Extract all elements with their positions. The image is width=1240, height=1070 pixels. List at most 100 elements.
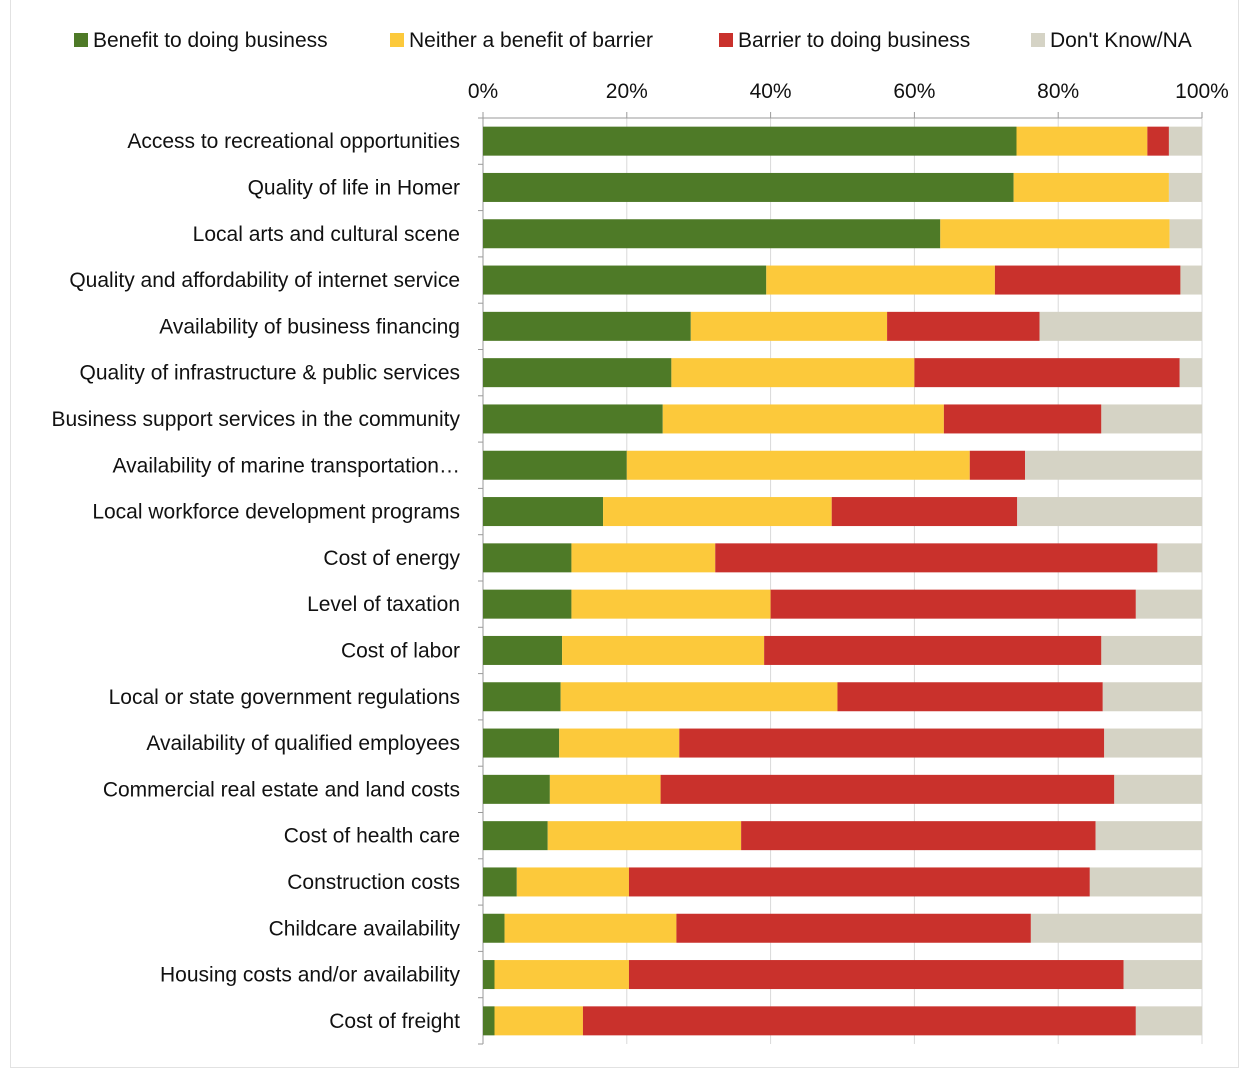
legend: Benefit to doing business Neither a benef… xyxy=(74,29,1192,52)
category-label: Quality and affordability of internet se… xyxy=(69,269,460,292)
bar-benefit-to-doing-business-6 xyxy=(483,358,672,388)
bar-barrier-to-doing-business-1 xyxy=(1147,126,1169,156)
bar-don-t-know-na-5 xyxy=(1039,311,1202,341)
bar-don-t-know-na-8 xyxy=(1025,450,1202,480)
bar-neither-a-benefit-of-barrier-10 xyxy=(571,543,716,573)
bar-don-t-know-na-13 xyxy=(1102,682,1202,712)
bar-neither-a-benefit-of-barrier-1 xyxy=(1016,126,1148,156)
bar-benefit-to-doing-business-1 xyxy=(483,126,1017,156)
bar-barrier-to-doing-business-18 xyxy=(676,913,1031,943)
bar-neither-a-benefit-of-barrier-9 xyxy=(603,497,832,527)
bar-neither-a-benefit-of-barrier-8 xyxy=(626,450,970,480)
x-tick-label-20: 20% xyxy=(606,80,648,103)
bar-barrier-to-doing-business-14 xyxy=(679,728,1105,758)
category-label: Quality of life in Homer xyxy=(248,176,460,199)
bar-neither-a-benefit-of-barrier-14 xyxy=(559,728,680,758)
legend-swatch-benefit-to-doing-business xyxy=(74,33,88,47)
category-label: Availability of business financing xyxy=(159,315,460,338)
bar-neither-a-benefit-of-barrier-15 xyxy=(549,774,661,804)
category-label: Cost of labor xyxy=(341,639,460,662)
category-label: Commercial real estate and land costs xyxy=(103,778,460,801)
bar-barrier-to-doing-business-5 xyxy=(887,311,1040,341)
bar-neither-a-benefit-of-barrier-11 xyxy=(571,589,771,619)
bar-neither-a-benefit-of-barrier-7 xyxy=(662,404,944,434)
category-label: Cost of energy xyxy=(323,547,460,570)
category-label: Business support services in the communi… xyxy=(51,408,460,431)
bar-benefit-to-doing-business-2 xyxy=(483,172,1014,202)
bar-neither-a-benefit-of-barrier-4 xyxy=(766,265,995,295)
bar-don-t-know-na-2 xyxy=(1168,172,1202,202)
bar-don-t-know-na-15 xyxy=(1114,774,1202,804)
bar-benefit-to-doing-business-16 xyxy=(483,821,548,851)
bar-benefit-to-doing-business-11 xyxy=(483,589,572,619)
bar-neither-a-benefit-of-barrier-6 xyxy=(671,358,915,388)
bar-don-t-know-na-10 xyxy=(1157,543,1202,573)
bar-benefit-to-doing-business-5 xyxy=(483,311,691,341)
bar-don-t-know-na-3 xyxy=(1169,219,1202,249)
bar-don-t-know-na-17 xyxy=(1089,867,1202,897)
bar-barrier-to-doing-business-7 xyxy=(943,404,1102,434)
bars xyxy=(483,126,1202,1036)
bar-neither-a-benefit-of-barrier-3 xyxy=(940,219,1170,249)
bar-barrier-to-doing-business-17 xyxy=(628,867,1090,897)
category-label: Construction costs xyxy=(287,871,460,894)
bar-neither-a-benefit-of-barrier-13 xyxy=(560,682,838,712)
bar-benefit-to-doing-business-19 xyxy=(483,960,495,990)
category-label: Availability of qualified employees xyxy=(146,732,460,755)
x-tick-label-80: 80% xyxy=(1037,80,1079,103)
bar-neither-a-benefit-of-barrier-20 xyxy=(494,1006,583,1036)
bar-don-t-know-na-19 xyxy=(1123,960,1202,990)
x-tick-label-60: 60% xyxy=(893,80,935,103)
bar-don-t-know-na-7 xyxy=(1101,404,1202,434)
x-tick-label-40: 40% xyxy=(750,80,792,103)
bar-neither-a-benefit-of-barrier-2 xyxy=(1013,172,1169,202)
category-label: Availability of marine transportation… xyxy=(113,454,460,477)
bar-benefit-to-doing-business-15 xyxy=(483,774,550,804)
gridlines xyxy=(482,118,1203,1044)
bar-benefit-to-doing-business-20 xyxy=(483,1006,495,1036)
bar-barrier-to-doing-business-11 xyxy=(770,589,1136,619)
bar-don-t-know-na-20 xyxy=(1135,1006,1202,1036)
bar-barrier-to-doing-business-15 xyxy=(660,774,1115,804)
bar-neither-a-benefit-of-barrier-17 xyxy=(516,867,629,897)
bar-don-t-know-na-1 xyxy=(1168,126,1202,156)
bar-benefit-to-doing-business-7 xyxy=(483,404,663,434)
legend-swatch-barrier-to-doing-business xyxy=(719,33,733,47)
bar-neither-a-benefit-of-barrier-5 xyxy=(690,311,888,341)
bar-benefit-to-doing-business-9 xyxy=(483,497,604,527)
bar-barrier-to-doing-business-9 xyxy=(831,497,1018,527)
bar-benefit-to-doing-business-17 xyxy=(483,867,517,897)
category-label: Cost of health care xyxy=(284,825,460,848)
bar-benefit-to-doing-business-8 xyxy=(483,450,627,480)
bar-benefit-to-doing-business-18 xyxy=(483,913,505,943)
y-axis: Access to recreational opportunities Qual… xyxy=(51,117,483,1045)
x-tick-label-0: 0% xyxy=(468,80,498,103)
category-label: Cost of freight xyxy=(329,1010,460,1033)
bar-barrier-to-doing-business-20 xyxy=(582,1006,1136,1036)
legend-swatch-neither-a-benefit-of-barrier xyxy=(390,33,404,47)
x-tick-label-100: 100% xyxy=(1175,80,1229,103)
legend-label-don-t-know-na: Don't Know/NA xyxy=(1050,29,1192,52)
category-label: Housing costs and/or availability xyxy=(160,964,460,987)
bar-don-t-know-na-18 xyxy=(1030,913,1202,943)
bar-don-t-know-na-12 xyxy=(1101,635,1202,665)
bar-neither-a-benefit-of-barrier-19 xyxy=(494,960,629,990)
bar-benefit-to-doing-business-3 xyxy=(483,219,941,249)
category-label: Quality of infrastructure & public servi… xyxy=(80,362,460,385)
category-label: Access to recreational opportunities xyxy=(127,130,460,153)
bar-don-t-know-na-4 xyxy=(1180,265,1202,295)
legend-swatch-don-t-know-na xyxy=(1031,33,1045,47)
bar-don-t-know-na-9 xyxy=(1017,497,1202,527)
bar-benefit-to-doing-business-13 xyxy=(483,682,561,712)
category-label: Local arts and cultural scene xyxy=(193,223,460,246)
category-label: Local or state government regulations xyxy=(109,686,460,709)
bar-don-t-know-na-6 xyxy=(1179,358,1202,388)
bar-don-t-know-na-11 xyxy=(1135,589,1202,619)
legend-label-barrier-to-doing-business: Barrier to doing business xyxy=(738,29,970,52)
bar-benefit-to-doing-business-12 xyxy=(483,635,563,665)
category-label: Level of taxation xyxy=(307,593,460,616)
legend-label-neither-a-benefit-of-barrier: Neither a benefit of barrier xyxy=(409,29,653,52)
category-label: Local workforce development programs xyxy=(92,501,460,524)
